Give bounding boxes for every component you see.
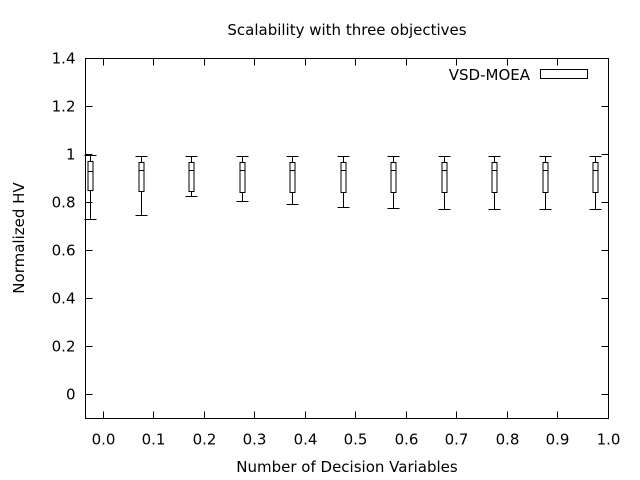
iqr-box bbox=[592, 162, 599, 193]
box-0.175 bbox=[185, 156, 198, 197]
box-0.275 bbox=[236, 156, 249, 202]
box-0.675 bbox=[438, 156, 451, 210]
x-axis: 0.0 0.1 0.2 0.3 0.4 0.5 0.6 0.7 0.8 0.9 1.0 bbox=[92, 58, 621, 449]
plot-border bbox=[85, 58, 609, 419]
x-tick-label: 0.1 bbox=[142, 431, 166, 449]
box-0.775 bbox=[488, 156, 501, 210]
y-tick-label: 1.2 bbox=[52, 98, 76, 116]
iqr-box bbox=[87, 161, 94, 191]
x-tick-label: 0.9 bbox=[546, 431, 570, 449]
iqr-box bbox=[340, 162, 347, 193]
y-tick-label: 0.2 bbox=[52, 338, 76, 356]
box-0.375 bbox=[286, 156, 299, 205]
iqr-box bbox=[138, 162, 145, 192]
x-axis-label: Number of Decision Variables bbox=[236, 458, 458, 476]
iqr-box bbox=[239, 162, 246, 193]
x-tick-label: 0.8 bbox=[496, 431, 520, 449]
y-tick-label: 1 bbox=[66, 146, 76, 164]
x-tick-label: 0.7 bbox=[445, 431, 469, 449]
box-0.975 bbox=[589, 156, 602, 210]
y-tick-label: 0 bbox=[66, 386, 76, 404]
box--0.025 bbox=[84, 155, 97, 220]
iqr-box bbox=[289, 162, 296, 193]
box-0.575 bbox=[387, 156, 400, 209]
y-tick-label: 0.4 bbox=[52, 290, 76, 308]
y-axis-label: Normalized HV bbox=[10, 182, 28, 294]
x-tick-label: 0.5 bbox=[344, 431, 368, 449]
box-0.475 bbox=[337, 156, 350, 208]
x-tick-label: 0.6 bbox=[395, 431, 419, 449]
y-tick-label: 0.6 bbox=[52, 242, 76, 260]
plot-frame bbox=[85, 58, 609, 419]
x-tick-label: 0.4 bbox=[294, 431, 318, 449]
box-0.875 bbox=[539, 156, 552, 210]
x-tick-label: 1.0 bbox=[597, 431, 621, 449]
y-tick-label: 1.4 bbox=[52, 50, 76, 68]
iqr-box bbox=[542, 162, 549, 193]
iqr-box bbox=[441, 162, 448, 193]
y-tick-label: 0.8 bbox=[52, 194, 76, 212]
y-axis: 0 0.2 0.4 0.6 0.8 1 1.2 1.4 bbox=[52, 50, 609, 404]
legend-label: VSD-MOEA bbox=[449, 66, 531, 84]
iqr-box bbox=[491, 162, 498, 193]
iqr-box bbox=[390, 162, 397, 193]
legend: VSD-MOEA bbox=[449, 66, 588, 84]
x-tick-label: 0.0 bbox=[92, 431, 116, 449]
x-tick-label: 0.3 bbox=[243, 431, 267, 449]
legend-swatch bbox=[540, 69, 588, 79]
box-0.075 bbox=[135, 156, 148, 216]
x-tick-label: 0.2 bbox=[193, 431, 217, 449]
iqr-box bbox=[188, 162, 195, 192]
chart-title: Scalability with three objectives bbox=[227, 21, 466, 39]
box-series bbox=[84, 155, 602, 220]
